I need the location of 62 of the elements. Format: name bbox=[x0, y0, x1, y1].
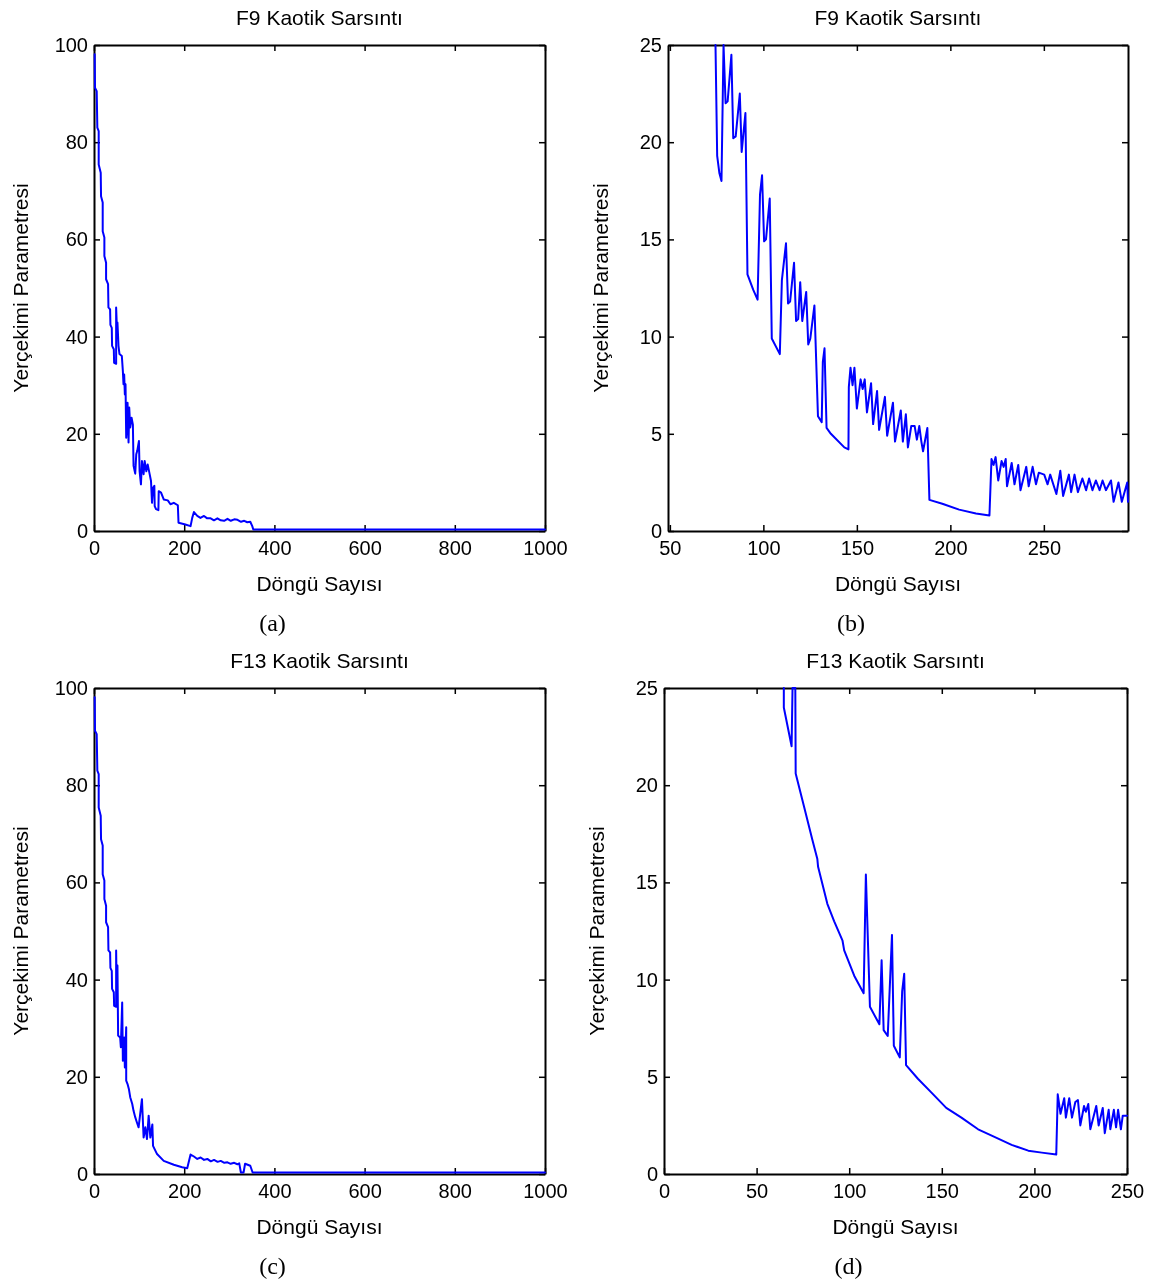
x-tick-label: 200 bbox=[934, 537, 968, 560]
x-tick-label: 400 bbox=[258, 537, 292, 560]
y-tick-label: 15 bbox=[639, 228, 662, 251]
x-tick-label: 150 bbox=[925, 1180, 959, 1203]
y-tick-label: 0 bbox=[646, 1162, 658, 1185]
y-tick-label: 20 bbox=[635, 774, 658, 797]
y-tick-label: 40 bbox=[65, 968, 88, 991]
chart-title: F9 Kaotik Sarsıntı bbox=[236, 6, 403, 29]
y-tick-label: 25 bbox=[639, 33, 662, 56]
y-axis-title: Yerçekimi Parametresi bbox=[9, 183, 32, 393]
x-tick-label: 800 bbox=[438, 537, 472, 560]
y-tick-label: 20 bbox=[65, 422, 88, 445]
x-tick-label: 100 bbox=[747, 537, 781, 560]
x-tick-label: 1000 bbox=[523, 537, 568, 560]
x-tick-label: 1000 bbox=[523, 1180, 568, 1203]
y-tick-label: 0 bbox=[76, 1162, 88, 1185]
x-tick-label: 600 bbox=[348, 1180, 382, 1203]
y-tick-label: 5 bbox=[650, 422, 662, 445]
y-tick-label: 25 bbox=[635, 676, 658, 699]
y-tick-label: 0 bbox=[76, 519, 88, 542]
chart-title: F9 Kaotik Sarsıntı bbox=[814, 6, 982, 29]
y-tick-label: 0 bbox=[650, 519, 662, 542]
y-tick-label: 100 bbox=[54, 676, 88, 699]
x-tick-label: 50 bbox=[659, 537, 682, 560]
y-tick-label: 80 bbox=[65, 774, 88, 797]
line-series bbox=[714, 44, 1129, 517]
y-tick-label: 100 bbox=[54, 33, 88, 56]
line-series bbox=[782, 687, 1128, 1156]
text: (d) bbox=[834, 1253, 863, 1279]
x-tick-label: 200 bbox=[168, 1180, 202, 1203]
text: (a) bbox=[259, 610, 286, 636]
y-tick-label: 60 bbox=[65, 871, 88, 894]
y-tick-label: 80 bbox=[65, 131, 88, 154]
x-tick-label: 250 bbox=[1027, 537, 1062, 560]
x-axis-title: Döngü Sayısı bbox=[832, 1215, 959, 1238]
x-tick-label: 800 bbox=[438, 1180, 472, 1203]
x-tick-label: 100 bbox=[833, 1180, 867, 1203]
x-tick-label: 150 bbox=[840, 537, 875, 560]
y-axis-title: Yerçekimi Parametresi bbox=[589, 183, 612, 393]
y-tick-label: 10 bbox=[639, 325, 662, 348]
x-tick-label: 400 bbox=[258, 1180, 292, 1203]
x-tick-label: 250 bbox=[1110, 1180, 1145, 1203]
chart-title: F13 Kaotik Sarsıntı bbox=[230, 649, 409, 672]
y-tick-label: 40 bbox=[65, 325, 88, 348]
text: (b) bbox=[837, 610, 865, 636]
text: (c) bbox=[259, 1253, 286, 1279]
y-tick-label: 20 bbox=[639, 131, 662, 154]
x-axis-title: Döngü Sayısı bbox=[256, 572, 383, 595]
x-axis-title: Döngü Sayısı bbox=[834, 572, 962, 595]
y-tick-label: 5 bbox=[646, 1065, 658, 1088]
x-tick-label: 200 bbox=[1018, 1180, 1052, 1203]
chart-title: F13 Kaotik Sarsıntı bbox=[806, 649, 985, 672]
x-tick-label: 200 bbox=[168, 537, 202, 560]
y-tick-label: 20 bbox=[65, 1065, 88, 1088]
x-tick-label: 600 bbox=[348, 537, 382, 560]
y-axis-title: Yerçekimi Parametresi bbox=[9, 826, 32, 1036]
y-tick-label: 15 bbox=[635, 871, 658, 894]
y-tick-label: 60 bbox=[65, 228, 88, 251]
x-axis-title: Döngü Sayısı bbox=[256, 1215, 383, 1238]
y-axis-title: Yerçekimi Parametresi bbox=[585, 826, 608, 1036]
y-tick-label: 10 bbox=[635, 968, 658, 991]
x-tick-label: 50 bbox=[745, 1180, 769, 1203]
